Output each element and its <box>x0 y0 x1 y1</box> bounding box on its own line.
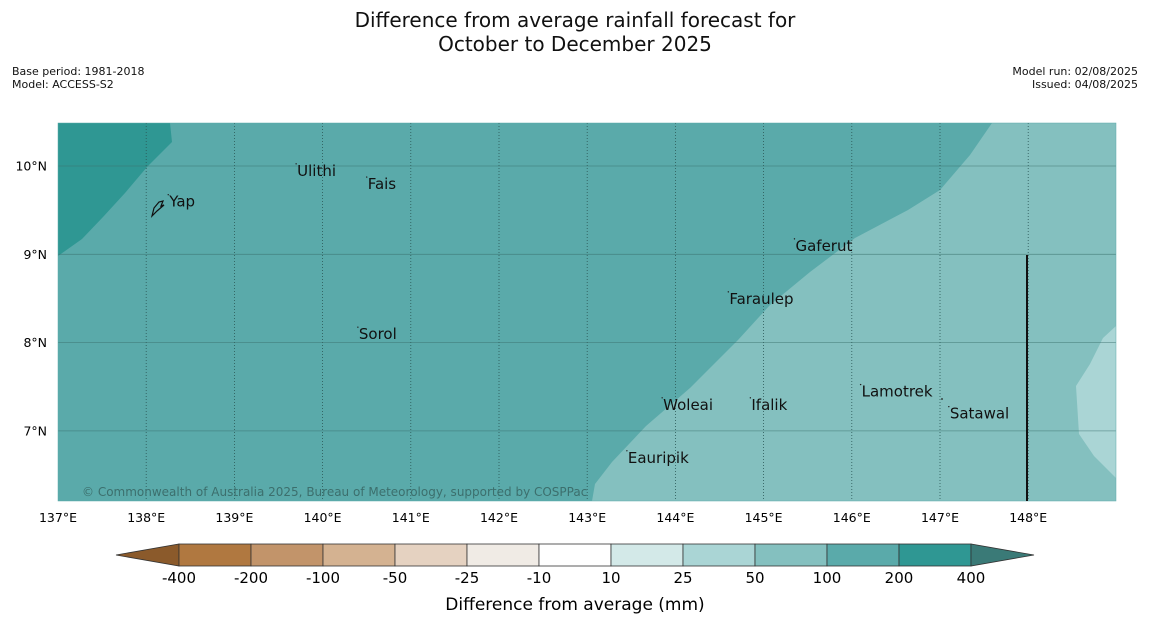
legend-swatch <box>322 543 396 567</box>
title-line-1: Difference from average rainfall forecas… <box>354 8 796 32</box>
place-marker <box>661 397 663 399</box>
place-marker <box>859 383 862 386</box>
legend-tick-label: 10 <box>601 569 620 587</box>
longitude-labels: 137°E 138°E 139°E 140°E 141°E 142°E 143°E 144°E… <box>39 510 1047 525</box>
place-label: Woleai <box>663 396 713 414</box>
longitude-tick-label: 148°E <box>1009 510 1047 525</box>
longitude-tick-label: 145°E <box>745 510 783 525</box>
legend-swatch <box>538 543 612 567</box>
meta-right: Model run: 02/08/2025 Issued: 04/08/2025 <box>1012 65 1138 91</box>
place-labels: Yap Ulithi Fais Sorol Gaferut Faraulep Woleai I… <box>167 162 1009 467</box>
longitude-tick-label: 142°E <box>480 510 518 525</box>
longitude-tick-label: 139°E <box>215 510 253 525</box>
region-200-400 <box>58 123 172 256</box>
place-marker <box>948 405 950 408</box>
place-marker <box>941 398 943 400</box>
place-label: Fais <box>368 175 397 193</box>
legend-swatch <box>826 543 900 567</box>
legend-tick-label: 200 <box>885 569 914 587</box>
meta-left: Base period: 1981-2018 Model: ACCESS-S2 <box>12 65 144 91</box>
legend-swatch <box>754 543 828 567</box>
place-label: Ifalik <box>751 396 787 414</box>
legend-extend-high <box>970 543 1035 567</box>
base-period: Base period: 1981-2018 <box>12 65 145 78</box>
legend-swatch <box>610 543 684 567</box>
legend-swatch <box>466 543 540 567</box>
place-marker <box>366 176 368 178</box>
place-label: Gaferut <box>795 237 852 255</box>
legend-swatch <box>178 543 252 567</box>
longitude-tick-label: 147°E <box>921 510 959 525</box>
legend-tick-label: 400 <box>957 569 986 587</box>
longitude-tick-label: 138°E <box>127 510 165 525</box>
legend-swatch <box>898 543 972 567</box>
longitude-tick-label: 140°E <box>304 510 342 525</box>
place-label: Ulithi <box>297 162 336 180</box>
legend-tick-label: 100 <box>813 569 842 587</box>
place-label: Sorol <box>359 325 397 343</box>
legend-colorbar <box>115 543 1035 567</box>
latitude-tick-label: 10°N <box>15 159 47 174</box>
longitude-tick-label: 143°E <box>568 510 606 525</box>
place-marker <box>167 194 169 196</box>
copyright-text: © Commonwealth of Australia 2025, Bureau… <box>82 485 587 499</box>
place-marker <box>727 291 730 293</box>
place-label: Faraulep <box>729 290 793 308</box>
yap-island-outline <box>150 200 165 218</box>
place-label: Eauripik <box>628 449 689 467</box>
place-marker <box>626 450 628 452</box>
graticule <box>58 123 1116 501</box>
model-name: Model: ACCESS-S2 <box>12 78 114 91</box>
longitude-tick-label: 146°E <box>833 510 871 525</box>
legend-swatch <box>682 543 756 567</box>
place-marker <box>295 163 297 165</box>
legend-tick-label: 25 <box>673 569 692 587</box>
legend-ticks: -400 -200 -100 -50 -25 -10 10 25 50 100 200 400 <box>162 569 985 587</box>
legend-tick-label: 50 <box>745 569 764 587</box>
place-label: Satawal <box>950 405 1009 423</box>
legend-tick-label: -400 <box>162 569 196 587</box>
place-label: Lamotrek <box>862 383 933 401</box>
legend-tick-label: -10 <box>527 569 552 587</box>
legend-title: Difference from average (mm) <box>445 595 704 615</box>
issued-date: Issued: 04/08/2025 <box>1031 78 1138 91</box>
place-marker <box>749 397 752 399</box>
latitude-tick-label: 8°N <box>23 335 47 350</box>
longitude-tick-label: 144°E <box>656 510 694 525</box>
legend-swatch <box>250 543 324 567</box>
place-label: Yap <box>168 193 195 211</box>
latitude-labels: 10°N 9°N 8°N 7°N <box>15 159 47 439</box>
model-run: Model run: 02/08/2025 <box>1012 65 1138 78</box>
latitude-tick-label: 7°N <box>23 423 47 438</box>
longitude-tick-label: 141°E <box>392 510 430 525</box>
legend-tick-label: -25 <box>455 569 480 587</box>
legend-extend-low <box>115 543 180 567</box>
latitude-tick-label: 9°N <box>23 247 47 262</box>
title-line-2: October to December 2025 <box>438 32 712 56</box>
legend-tick-label: -50 <box>383 569 408 587</box>
map-frame <box>57 122 1117 502</box>
legend-tick-label: -100 <box>306 569 340 587</box>
region-50-100 <box>592 123 1116 501</box>
map-title: Difference from average rainfall forecas… <box>0 8 1150 56</box>
legend-tick-label: -200 <box>234 569 268 587</box>
legend-swatch <box>394 543 468 567</box>
place-marker <box>357 326 359 328</box>
longitude-tick-label: 137°E <box>39 510 77 525</box>
region-25-50 <box>1076 326 1116 478</box>
place-marker <box>793 238 796 240</box>
